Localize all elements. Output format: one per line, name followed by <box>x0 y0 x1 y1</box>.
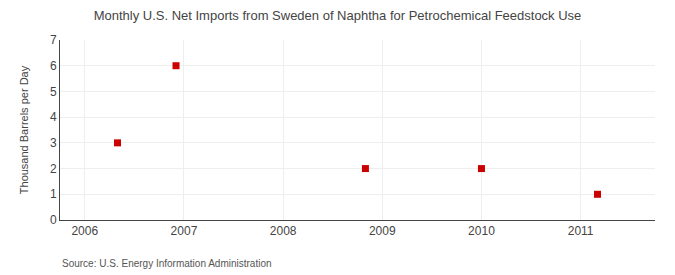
svg-text:Monthly U.S. Net Imports from: Monthly U.S. Net Imports from Sweden of … <box>94 8 582 23</box>
svg-text:7: 7 <box>50 33 57 47</box>
svg-text:2008: 2008 <box>270 224 297 238</box>
svg-text:2007: 2007 <box>171 224 198 238</box>
svg-text:2010: 2010 <box>468 224 495 238</box>
svg-text:Thousand Barrels per Day: Thousand Barrels per Day <box>18 65 30 194</box>
svg-text:2006: 2006 <box>71 224 98 238</box>
svg-text:6: 6 <box>50 59 57 73</box>
svg-text:0: 0 <box>50 213 57 227</box>
svg-text:1: 1 <box>50 187 57 201</box>
svg-text:3: 3 <box>50 136 57 150</box>
svg-text:2011: 2011 <box>568 224 594 238</box>
svg-text:5: 5 <box>50 85 57 99</box>
svg-text:2: 2 <box>50 162 57 176</box>
svg-text:2009: 2009 <box>369 224 396 238</box>
svg-text:4: 4 <box>50 110 57 124</box>
svg-text:Source: U.S. Energy Informatio: Source: U.S. Energy Information Administ… <box>62 258 272 269</box>
